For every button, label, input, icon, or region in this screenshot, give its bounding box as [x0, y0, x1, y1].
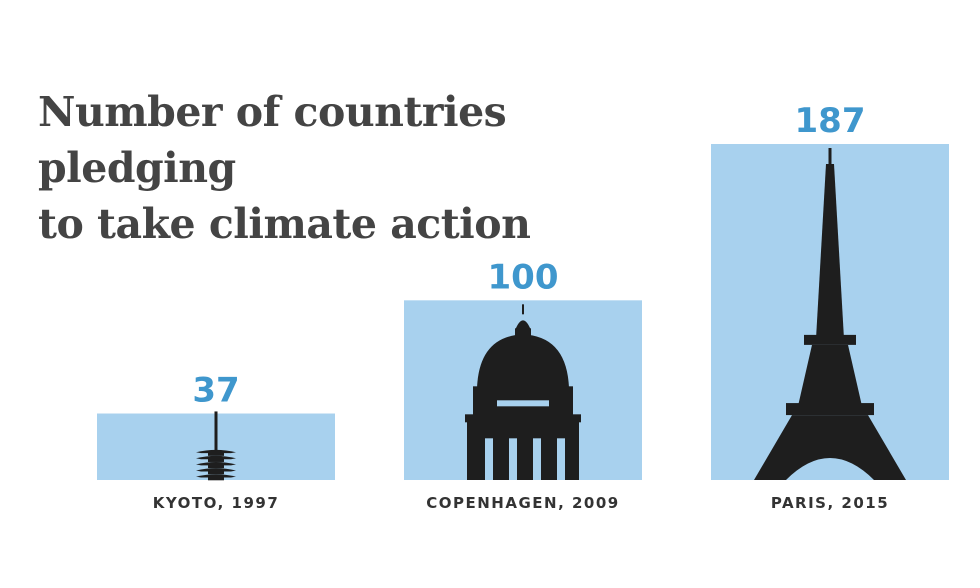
category-label: COPENHAGEN, 2009 [426, 494, 620, 512]
chart-title-line-1: Number of countries pledging [38, 88, 507, 192]
category-label: KYOTO, 1997 [153, 494, 280, 512]
value-label: 100 [488, 257, 559, 297]
chart-title: Number of countries pledging to take cli… [38, 84, 698, 252]
value-labels-group: 37 100 187 [192, 101, 865, 411]
icons-group [196, 148, 906, 481]
domed-church-icon [465, 304, 581, 480]
eiffel-tower-icon [754, 148, 906, 480]
value-label: 37 [192, 371, 239, 411]
pagoda-icon [196, 411, 236, 481]
value-label: 187 [795, 101, 866, 141]
category-label: PARIS, 2015 [771, 494, 889, 512]
category-labels-group: KYOTO, 1997 COPENHAGEN, 2009 PARIS, 2015 [153, 494, 889, 512]
chart-title-line-2: to take climate action [38, 200, 531, 248]
